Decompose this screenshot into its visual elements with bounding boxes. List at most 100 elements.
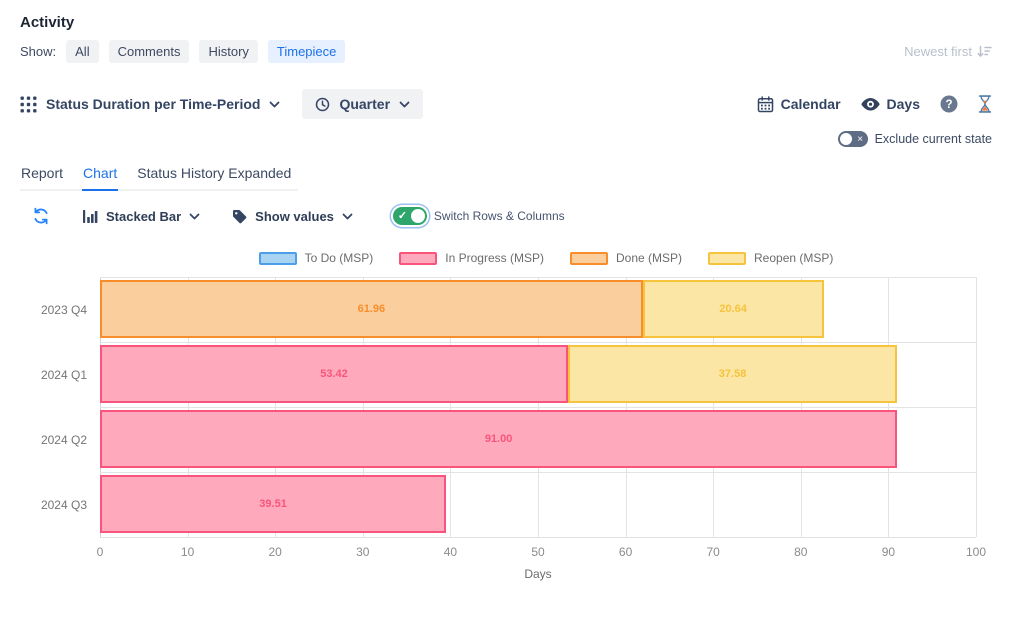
legend-item[interactable]: Reopen (MSP) [708, 251, 833, 265]
x-tick-label: 50 [531, 545, 545, 559]
gridline [100, 277, 976, 278]
bar-segment[interactable]: 39.51 [100, 475, 447, 533]
legend-label: In Progress (MSP) [445, 251, 544, 265]
report-toolbar: Status Duration per Time-Period Quarter [20, 89, 992, 119]
help-icon[interactable]: ? [940, 95, 958, 113]
refresh-icon [32, 207, 50, 225]
category-label: 2024 Q2 [40, 432, 87, 447]
period-selector[interactable]: Quarter [302, 89, 424, 119]
x-tick-label: 80 [794, 545, 808, 559]
gridline [100, 407, 976, 408]
activity-panel: Activity Show: All Comments History Time… [20, 14, 992, 581]
bar-segment[interactable]: 37.58 [567, 345, 898, 403]
chart-legend: To Do (MSP) In Progress (MSP) Done (MSP) Re… [100, 251, 992, 265]
chevron-down-icon [399, 101, 410, 108]
switch-rows-columns-label: Switch Rows & Columns [433, 209, 565, 223]
bar-segment[interactable]: 20.64 [642, 280, 824, 338]
x-tick-label: 30 [356, 545, 370, 559]
gridline [976, 277, 977, 537]
tab-chart[interactable]: Chart [82, 163, 119, 191]
report-type-label: Status Duration per Time-Period [46, 96, 261, 112]
x-tick-label: 60 [618, 545, 633, 559]
bar-value-label: 20.64 [719, 303, 747, 315]
chart-toolbar: Stacked Bar Show values ✓ Switch Ro [20, 207, 992, 225]
gridline [100, 537, 976, 538]
legend-swatch [258, 251, 297, 265]
x-tick-label: 20 [268, 545, 282, 559]
unit-label: Days [886, 96, 920, 112]
plot-wrap: 2023 Q4 2024 Q1 2024 Q2 2024 Q3 61.96 20.64 5… [20, 277, 992, 538]
category-label: 2023 Q4 [40, 302, 87, 317]
sort-order-control[interactable]: Newest first [904, 44, 992, 59]
exclude-current-state-toggle[interactable]: × [837, 131, 868, 147]
toggle-knob [839, 133, 852, 145]
refresh-button[interactable] [32, 207, 50, 225]
bar-segment[interactable]: 61.96 [100, 280, 643, 338]
switch-rows-columns-group: ✓ Switch Rows & Columns [392, 207, 565, 225]
sort-order-label: Newest first [904, 44, 972, 59]
legend-item[interactable]: Done (MSP) [569, 251, 683, 265]
sort-descending-icon [977, 45, 992, 58]
gridline [100, 342, 976, 343]
filter-timepiece[interactable]: Timepiece [267, 40, 346, 63]
bar-value-label: 91.00 [484, 433, 513, 445]
bar-value-label: 39.51 [259, 498, 287, 510]
category-label: 2024 Q3 [40, 497, 87, 512]
switch-rows-columns-toggle[interactable]: ✓ [392, 207, 427, 225]
toggle-check-icon: ✓ [397, 210, 408, 222]
x-tick-label: 90 [881, 545, 896, 559]
x-axis-title: Days [524, 567, 552, 581]
show-label: Show: [20, 44, 57, 59]
activity-filter-bar: Show: All Comments History Timepiece New… [20, 40, 992, 63]
x-tick-label: 100 [965, 545, 987, 559]
tag-icon [232, 209, 247, 224]
report-toolbar-right: Calendar Days ? [757, 95, 992, 113]
bar-value-label: 37.58 [718, 368, 747, 380]
x-tick-label: 70 [706, 545, 720, 559]
calendar-icon [757, 95, 774, 113]
clock-icon [315, 97, 330, 112]
bar-chart-icon [82, 209, 98, 224]
report-type-selector[interactable]: Status Duration per Time-Period [20, 96, 280, 113]
legend-swatch [708, 251, 747, 265]
tab-report[interactable]: Report [21, 165, 64, 181]
x-axis-ticks: 0 10 20 30 40 50 60 70 80 90 100 [97, 545, 986, 560]
y-axis-labels: 2023 Q4 2024 Q1 2024 Q2 2024 Q3 [20, 277, 100, 537]
legend-item[interactable]: In Progress (MSP) [399, 251, 544, 265]
hourglass-logo-icon [978, 95, 992, 113]
plot-area: 61.96 20.64 53.42 37.58 91.00 39.51 [100, 277, 977, 538]
status-duration-chart: To Do (MSP) In Progress (MSP) Done (MSP) Re… [20, 251, 992, 581]
period-selector-label: Quarter [339, 96, 391, 112]
view-tabs: Report Chart Status History Expanded [20, 163, 299, 191]
filter-all[interactable]: All [66, 40, 99, 63]
eye-icon [860, 97, 880, 111]
x-tick-label: 40 [443, 545, 458, 559]
filter-history[interactable]: History [199, 40, 258, 63]
bar-segment[interactable]: 53.42 [100, 345, 568, 403]
chart-type-label: Stacked Bar [106, 208, 182, 224]
toggle-x-icon: × [857, 133, 864, 145]
gridline [100, 472, 976, 473]
tab-status-history-expanded[interactable]: Status History Expanded [137, 165, 292, 181]
chart-type-selector[interactable]: Stacked Bar [82, 209, 200, 224]
svg-text:?: ? [945, 99, 952, 111]
legend-item[interactable]: To Do (MSP) [258, 251, 373, 265]
legend-label: Reopen (MSP) [754, 251, 834, 265]
legend-swatch [399, 251, 438, 265]
bar-value-label: 61.96 [357, 303, 386, 315]
filter-comments[interactable]: Comments [108, 40, 190, 63]
bar-segment[interactable]: 91.00 [100, 410, 898, 468]
chevron-down-icon [342, 213, 353, 220]
unit-display-button[interactable]: Days [860, 96, 920, 112]
calendar-label: Calendar [780, 96, 841, 112]
legend-swatch [569, 251, 608, 265]
chevron-down-icon [269, 101, 280, 108]
calendar-button[interactable]: Calendar [757, 95, 841, 113]
x-tick-label: 10 [180, 545, 195, 559]
show-values-label: Show values [255, 208, 334, 224]
show-values-selector[interactable]: Show values [232, 209, 353, 224]
legend-label: Done (MSP) [615, 251, 683, 265]
grid-menu-icon [20, 96, 37, 113]
chevron-down-icon [189, 213, 200, 220]
page-title: Activity [20, 14, 75, 31]
